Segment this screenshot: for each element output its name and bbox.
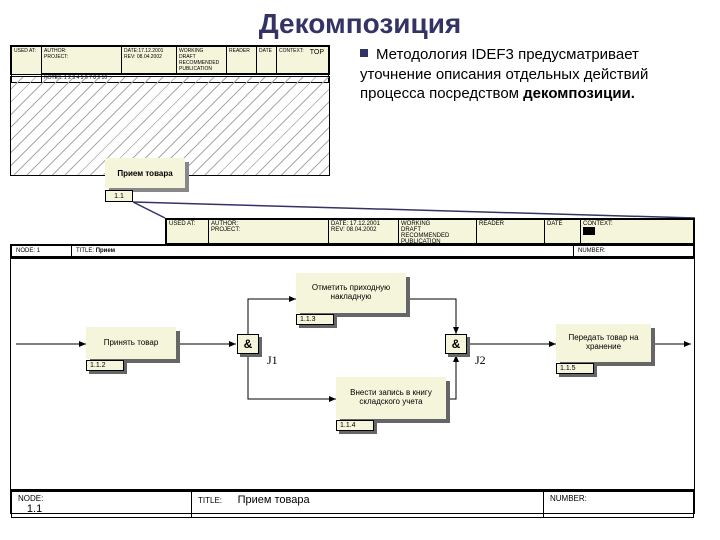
- junction-j1-label: J1: [267, 353, 278, 368]
- parent-idef-header: USED AT: AUTHOR:PROJECT: DATE:17.12.2001…: [10, 45, 330, 75]
- activity-mark-invoice: Отметить приходную накладную: [296, 273, 406, 313]
- node-title-row: NODE: 1 TITLE: Прием NUMBER:: [10, 244, 695, 258]
- activity-transfer-storage-id: 1.1.5: [556, 363, 594, 374]
- child-diagram-area: Принять товар 1.1.2 Отметить приходную н…: [10, 258, 695, 490]
- bullet-icon: [360, 49, 368, 57]
- page-title: Декомпозиция: [0, 0, 720, 40]
- activity-mark-invoice-id: 1.1.3: [296, 314, 334, 325]
- activity-book-entry: Внести запись в книгу складского учета: [336, 377, 446, 419]
- context-box-icon: [583, 227, 595, 235]
- desc-bold: декомпозиции.: [523, 85, 635, 102]
- activity-accept-goods: Принять товар: [86, 327, 176, 359]
- description: Методология IDEF3 предусматривает уточне…: [360, 45, 710, 104]
- activity-accept-goods-id: 1.1.2: [86, 360, 124, 371]
- junction-j1: &: [237, 334, 259, 354]
- parent-activity-id: 1.1: [105, 190, 133, 202]
- activity-transfer-storage: Передать товар на хранение: [556, 324, 651, 362]
- activity-book-entry-id: 1.1.4: [336, 420, 374, 431]
- parent-activity-box: Прием товара: [105, 158, 185, 188]
- footer-row: NODE: 1.1 TITLE: Прием товара NUMBER:: [10, 490, 695, 514]
- junction-j2-label: J2: [475, 353, 486, 368]
- child-idef-header: USED AT: AUTHOR:PROJECT: DATE: 17.12.200…: [165, 218, 695, 244]
- junction-j2: &: [445, 334, 467, 354]
